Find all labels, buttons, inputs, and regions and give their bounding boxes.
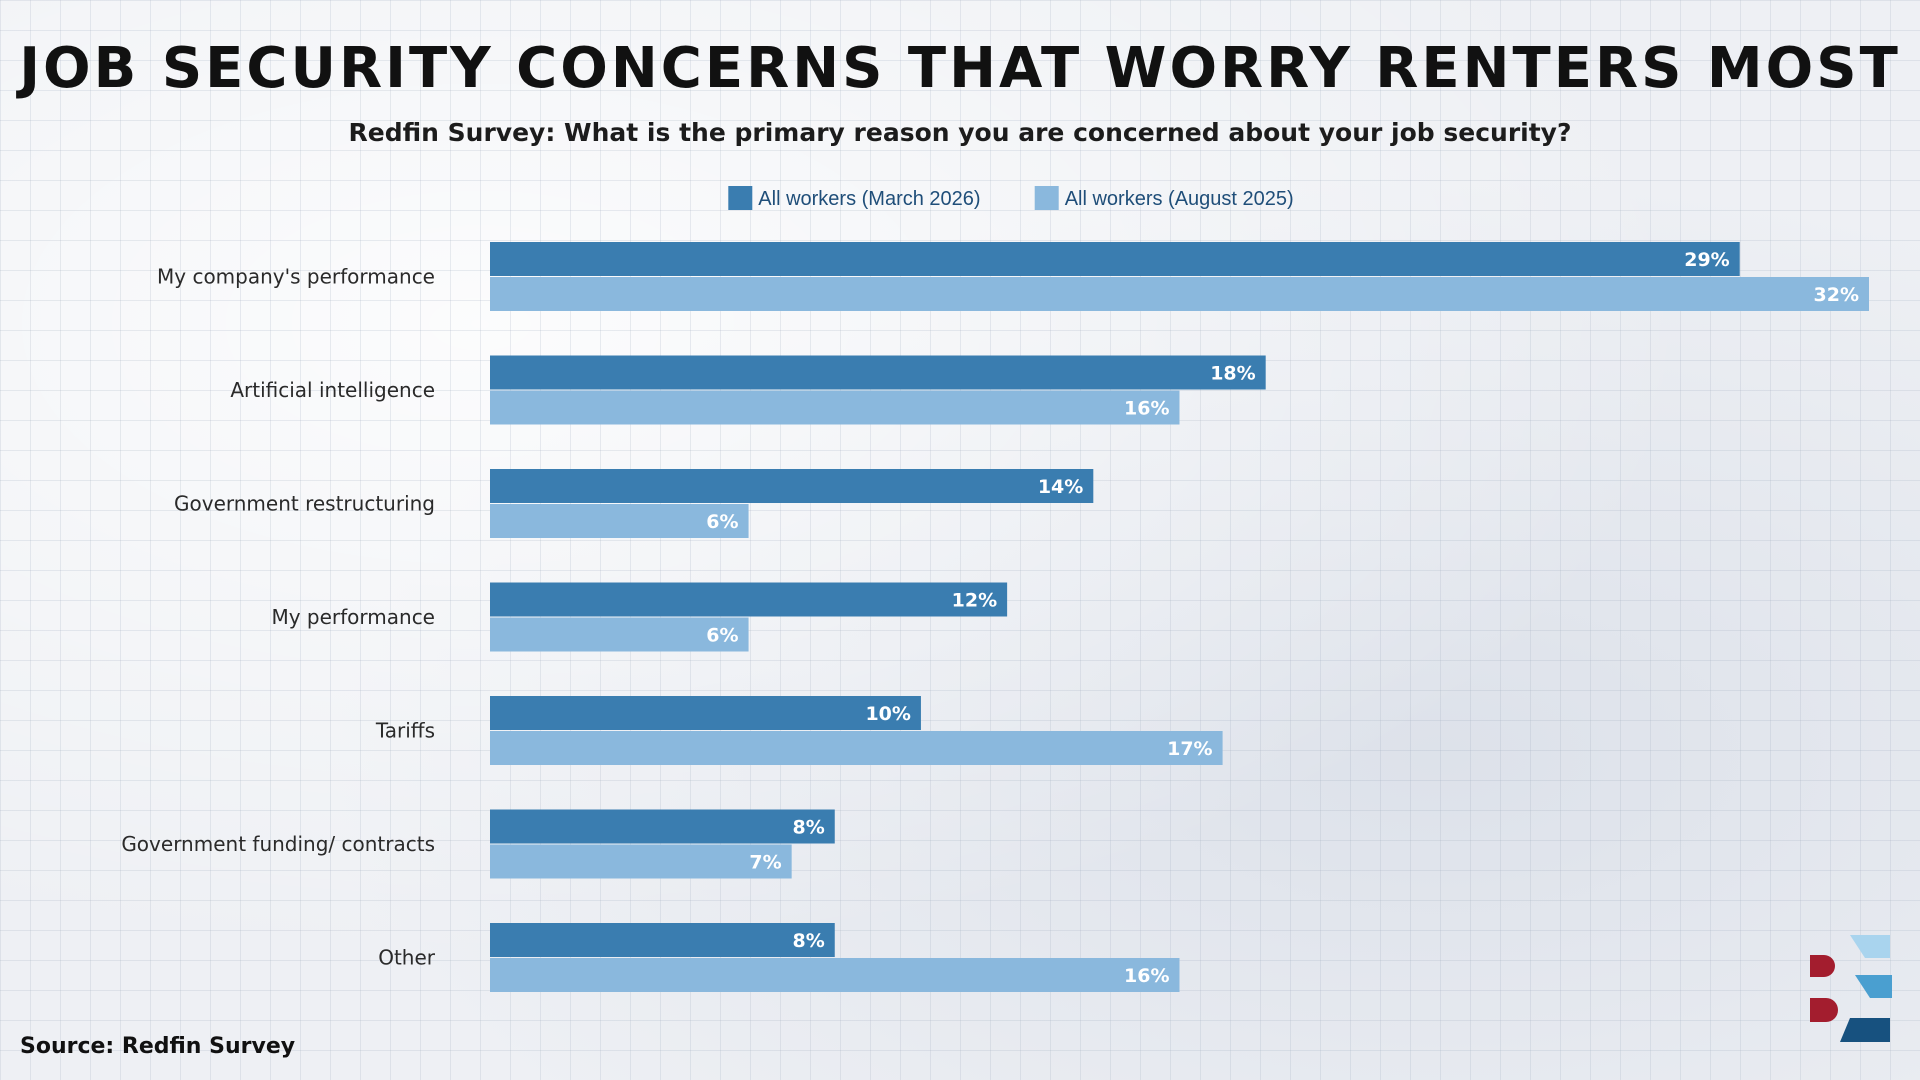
category-label-government-restructuring: Government restructuring (174, 492, 435, 516)
category-label-artificial-intelligence: Artificial intelligence (230, 378, 435, 402)
bar-government-funding-contracts-series-2 (490, 844, 792, 879)
bar-my-company-s-performance-series-2 (490, 277, 1869, 311)
data-label-government-funding-contracts-series-1: 8% (792, 817, 824, 839)
bar-other-series-2 (490, 958, 1180, 992)
bar-government-funding-contracts-series-1 (490, 809, 835, 844)
bar-other-series-1 (490, 923, 835, 957)
plot-area: My company's performance 29% 32% Artificial… (121, 242, 1869, 992)
bar-my-performance-series-1 (490, 582, 1008, 617)
data-label-government-funding-contracts-series-2: 7% (749, 852, 781, 874)
bar-artificial-intelligence-series-1 (490, 355, 1266, 390)
source-note: Source: Redfin Survey (20, 1034, 296, 1059)
legend-swatch-1 (728, 186, 753, 210)
data-label-other-series-2: 16% (1124, 965, 1169, 987)
legend: All workers (March 2026) All workers (Aug… (728, 186, 1294, 210)
bar-tariffs-series-1 (490, 696, 921, 730)
category-label-my-performance: My performance (271, 605, 435, 629)
legend-label-2: All workers (August 2025) (1065, 188, 1294, 210)
data-label-tariffs-series-2: 17% (1167, 738, 1212, 760)
data-label-government-restructuring-series-1: 14% (1038, 476, 1083, 498)
data-label-my-company-s-performance-series-1: 29% (1684, 249, 1729, 271)
data-label-my-company-s-performance-series-2: 32% (1814, 284, 1859, 306)
brand-logo-icon (1810, 935, 1892, 1042)
data-label-government-restructuring-series-2: 6% (706, 511, 738, 533)
bar-my-performance-series-2 (490, 617, 749, 652)
legend-label-1: All workers (March 2026) (758, 188, 980, 210)
category-label-government-funding-contracts: Government funding/ contracts (121, 832, 435, 856)
bar-government-restructuring-series-2 (490, 504, 749, 538)
data-label-tariffs-series-1: 10% (865, 703, 910, 725)
data-label-other-series-1: 8% (792, 930, 824, 952)
bar-government-restructuring-series-1 (490, 469, 1094, 503)
category-label-other: Other (378, 946, 436, 970)
data-label-my-performance-series-2: 6% (706, 625, 738, 647)
chart-subtitle: Redfin Survey: What is the primary reaso… (348, 118, 1572, 147)
bar-my-company-s-performance-series-1 (490, 242, 1740, 276)
bar-tariffs-series-2 (490, 731, 1223, 765)
data-label-my-performance-series-1: 12% (952, 590, 997, 612)
bar-chart: All workers (March 2026) All workers (Aug… (121, 186, 1869, 992)
legend-swatch-2 (1034, 186, 1059, 210)
category-label-tariffs: Tariffs (375, 719, 435, 743)
data-label-artificial-intelligence-series-1: 18% (1210, 363, 1255, 385)
bar-artificial-intelligence-series-2 (490, 390, 1180, 425)
data-label-artificial-intelligence-series-2: 16% (1124, 398, 1169, 420)
category-label-my-company-s-performance: My company's performance (157, 265, 435, 289)
chart-title: Job Security Concerns That Worry Renters… (19, 36, 1901, 101)
